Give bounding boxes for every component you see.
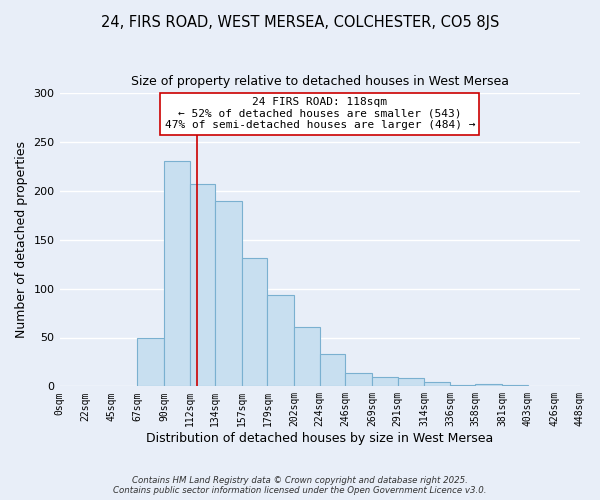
Y-axis label: Number of detached properties: Number of detached properties	[15, 142, 28, 338]
Bar	[268, 294, 294, 386]
Bar	[190, 184, 215, 386]
Text: 24 FIRS ROAD: 118sqm
← 52% of detached houses are smaller (543)
47% of semi-deta: 24 FIRS ROAD: 118sqm ← 52% of detached h…	[164, 97, 475, 130]
Bar	[137, 338, 164, 386]
Bar	[242, 258, 268, 386]
X-axis label: Distribution of detached houses by size in West Mersea: Distribution of detached houses by size …	[146, 432, 493, 445]
Bar	[475, 384, 502, 386]
Bar	[320, 354, 346, 386]
Bar	[346, 372, 372, 386]
Text: Contains HM Land Registry data © Crown copyright and database right 2025.
Contai: Contains HM Land Registry data © Crown c…	[113, 476, 487, 495]
Bar	[398, 378, 424, 386]
Bar	[294, 327, 320, 386]
Title: Size of property relative to detached houses in West Mersea: Size of property relative to detached ho…	[131, 75, 509, 88]
Text: 24, FIRS ROAD, WEST MERSEA, COLCHESTER, CO5 8JS: 24, FIRS ROAD, WEST MERSEA, COLCHESTER, …	[101, 15, 499, 30]
Bar	[164, 160, 190, 386]
Bar	[215, 201, 242, 386]
Bar	[424, 382, 450, 386]
Bar	[372, 376, 398, 386]
